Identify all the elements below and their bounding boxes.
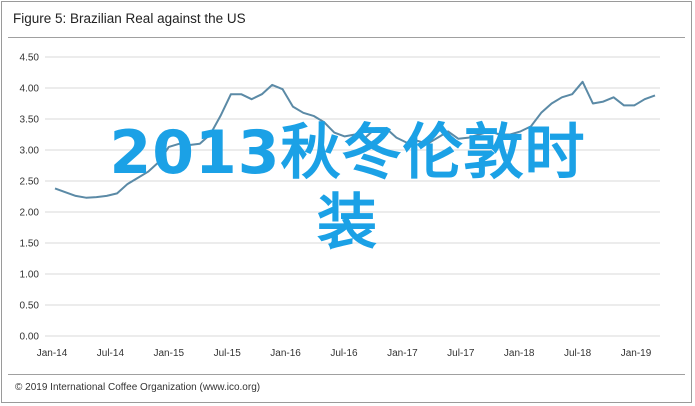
x-tick-label: Jan-15 xyxy=(154,348,185,359)
grid-lines xyxy=(45,56,660,337)
copyright-footer: © 2019 International Coffee Organization… xyxy=(15,382,261,393)
series-line xyxy=(54,80,656,199)
x-tick-label: Jan-16 xyxy=(270,348,301,359)
y-tick-label: 4.00 xyxy=(20,84,40,95)
x-tick-label: Jan-19 xyxy=(621,348,652,359)
chart-title: Figure 5: Brazilian Real against the US xyxy=(13,11,246,26)
footer-divider xyxy=(8,374,685,375)
y-tick-label: 3.00 xyxy=(20,146,40,157)
series-layer xyxy=(54,80,656,199)
y-tick-label: 0.00 xyxy=(20,332,40,343)
x-tick-label: Jul-16 xyxy=(330,348,358,359)
x-tick-label: Jul-15 xyxy=(214,348,242,359)
x-tick-label: Jul-17 xyxy=(447,348,475,359)
x-axis-ticks: Jan-14 Jul-14 Jan-15 Jul-15 Jan-16 Jul-16 Jan-… xyxy=(37,348,652,359)
y-tick-label: 4.50 xyxy=(20,53,40,64)
y-tick-label: 1.50 xyxy=(20,239,40,250)
y-axis-ticks: 0.00 0.50 1.00 1.50 2.00 2.50 3.00 3.50 4.00 4.50 xyxy=(20,53,40,343)
y-tick-label: 2.50 xyxy=(20,177,40,188)
x-tick-label: Jan-18 xyxy=(504,348,535,359)
overlay-caption-line: 2013秋冬伦敦时 xyxy=(109,118,586,188)
y-tick-label: 0.50 xyxy=(20,301,40,312)
x-tick-label: Jul-18 xyxy=(564,348,592,359)
y-tick-label: 1.00 xyxy=(20,270,40,281)
overlay-caption: 2013秋冬伦敦时装 xyxy=(0,118,695,258)
overlay-caption-line: 装 xyxy=(317,188,378,258)
x-tick-label: Jan-17 xyxy=(387,348,418,359)
title-divider xyxy=(8,37,685,38)
y-tick-label: 3.50 xyxy=(20,115,40,126)
y-tick-label: 2.00 xyxy=(20,208,40,219)
x-tick-label: Jan-14 xyxy=(37,348,68,359)
x-tick-label: Jul-14 xyxy=(97,348,125,359)
